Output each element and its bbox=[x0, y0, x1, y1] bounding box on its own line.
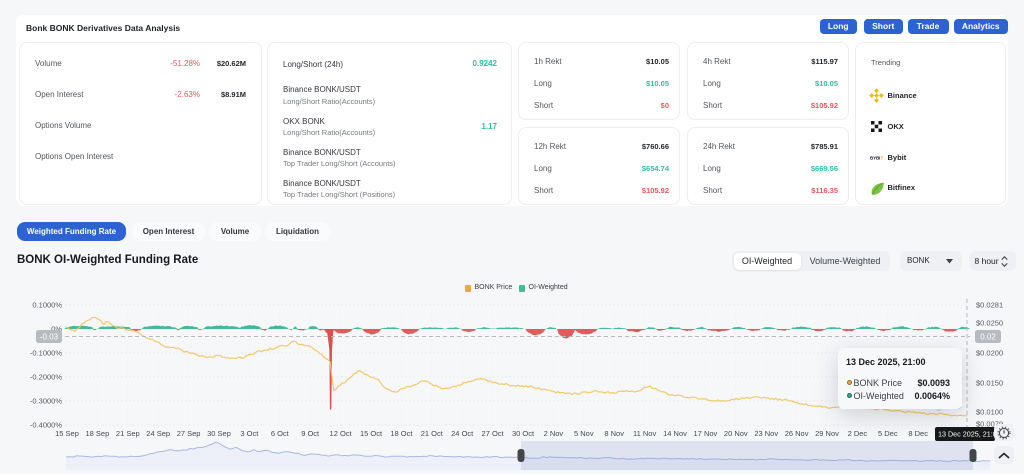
svg-text:24 Sep: 24 Sep bbox=[146, 429, 170, 438]
svg-text:18 Oct: 18 Oct bbox=[390, 429, 413, 438]
svg-text:$0.0281: $0.0281 bbox=[976, 301, 1003, 310]
svg-text:20 Nov: 20 Nov bbox=[724, 429, 748, 438]
svg-text:6 Oct: 6 Oct bbox=[271, 429, 290, 438]
svg-text:9 Oct: 9 Oct bbox=[301, 429, 320, 438]
svg-text:$0.0100: $0.0100 bbox=[976, 408, 1003, 417]
svg-text:0%: 0% bbox=[51, 325, 62, 334]
svg-text:21 Sep: 21 Sep bbox=[116, 429, 140, 438]
svg-text:11 Nov: 11 Nov bbox=[633, 429, 656, 438]
svg-text:-0.4000%: -0.4000% bbox=[30, 421, 62, 430]
svg-text:2 Dec: 2 Dec bbox=[848, 429, 868, 438]
svg-text:27 Oct: 27 Oct bbox=[482, 429, 505, 438]
svg-text:-0.03: -0.03 bbox=[40, 333, 59, 342]
svg-text:30 Sep: 30 Sep bbox=[207, 429, 231, 438]
svg-text:18 Sep: 18 Sep bbox=[86, 429, 110, 438]
svg-text:0.1000%: 0.1000% bbox=[32, 301, 62, 310]
svg-text:2 Nov: 2 Nov bbox=[544, 429, 564, 438]
svg-text:15 Oct: 15 Oct bbox=[360, 429, 383, 438]
svg-text:23 Nov: 23 Nov bbox=[754, 429, 778, 438]
svg-text:-0.3000%: -0.3000% bbox=[30, 397, 62, 406]
svg-text:30 Oct: 30 Oct bbox=[512, 429, 535, 438]
svg-text:24 Oct: 24 Oct bbox=[451, 429, 474, 438]
svg-text:0.02: 0.02 bbox=[980, 333, 996, 342]
svg-text:3 Oct: 3 Oct bbox=[240, 429, 259, 438]
svg-text:5 Nov: 5 Nov bbox=[574, 429, 594, 438]
svg-text:$0.0079: $0.0079 bbox=[976, 420, 1003, 429]
svg-text:27 Sep: 27 Sep bbox=[177, 429, 201, 438]
svg-text:26 Nov: 26 Nov bbox=[785, 429, 809, 438]
svg-text:14 Nov: 14 Nov bbox=[663, 429, 687, 438]
svg-text:8 Nov: 8 Nov bbox=[604, 429, 624, 438]
svg-text:$0.0250: $0.0250 bbox=[976, 319, 1003, 328]
svg-text:5 Dec: 5 Dec bbox=[878, 429, 898, 438]
svg-text:-0.2000%: -0.2000% bbox=[30, 373, 62, 382]
svg-text:12 Oct: 12 Oct bbox=[330, 429, 353, 438]
svg-text:13 Dec 2025, 21:0: 13 Dec 2025, 21:0 bbox=[938, 430, 997, 439]
svg-text:-0.1000%: -0.1000% bbox=[30, 349, 62, 358]
svg-text:$0.0150: $0.0150 bbox=[976, 379, 1003, 388]
svg-text:8 Dec: 8 Dec bbox=[908, 429, 928, 438]
svg-text:17 Nov: 17 Nov bbox=[694, 429, 718, 438]
svg-text:29 Nov: 29 Nov bbox=[815, 429, 839, 438]
svg-text:BYBI: BYBI bbox=[870, 155, 880, 160]
svg-text:15 Sep: 15 Sep bbox=[55, 429, 79, 438]
svg-text:T: T bbox=[880, 155, 883, 160]
svg-text:$0.0200: $0.0200 bbox=[976, 349, 1003, 358]
svg-text:21 Oct: 21 Oct bbox=[421, 429, 444, 438]
